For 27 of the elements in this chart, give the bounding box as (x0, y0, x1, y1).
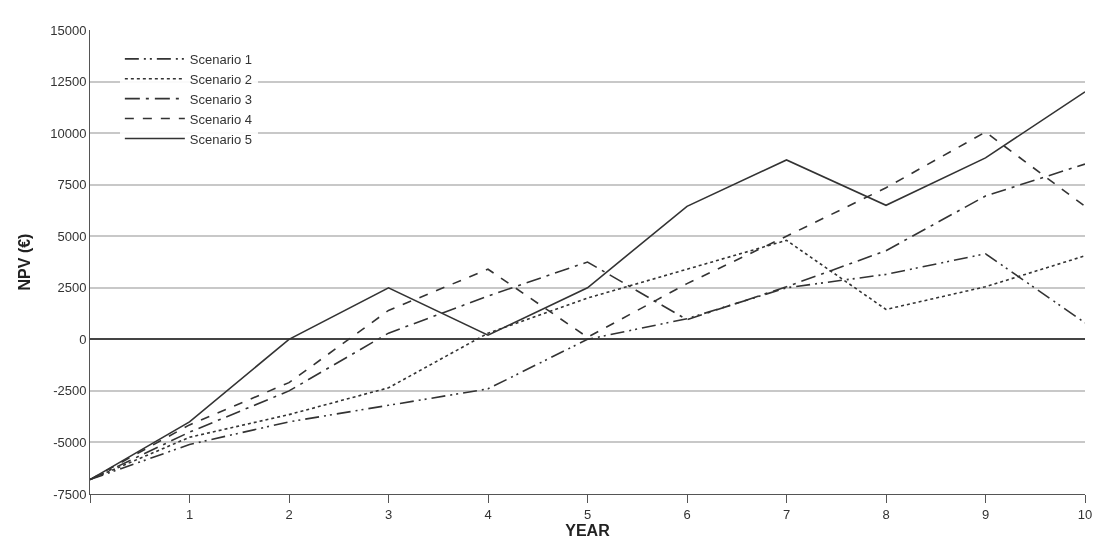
x-tick-label: 2 (285, 506, 293, 522)
x-tick-label: 4 (484, 506, 492, 522)
legend-label: Scenario 1 (189, 51, 253, 67)
x-tick-label: 8 (882, 506, 890, 522)
legend-label: Scenario 2 (189, 71, 253, 87)
legend-label: Scenario 4 (189, 111, 253, 127)
x-tick-label: 6 (683, 506, 691, 522)
legend-label: Scenario 5 (189, 131, 253, 147)
y-axis-title: NPV (€) (16, 233, 34, 291)
y-tick-label: -2500 (53, 383, 87, 399)
y-tick-label: 5000 (57, 228, 87, 244)
x-tick-label: 10 (1077, 506, 1093, 522)
y-tick-label: 0 (79, 331, 87, 347)
y-tick-label: 7500 (57, 177, 87, 193)
legend-label: Scenario 3 (189, 91, 253, 107)
x-tick-label: 5 (583, 506, 592, 522)
x-tick-label: 3 (384, 506, 393, 522)
y-tick-label: 10000 (50, 125, 87, 141)
y-tick-label: 2500 (57, 280, 87, 296)
y-tick-label: 12500 (50, 74, 87, 90)
x-tick-label: 9 (981, 506, 990, 522)
x-axis-title: YEAR (565, 521, 611, 539)
x-tick-label: 1 (185, 506, 194, 522)
x-tick-label: 7 (782, 506, 791, 522)
y-tick-label: -7500 (53, 486, 87, 502)
y-tick-label: 15000 (50, 22, 87, 38)
y-tick-label: -5000 (53, 434, 87, 450)
